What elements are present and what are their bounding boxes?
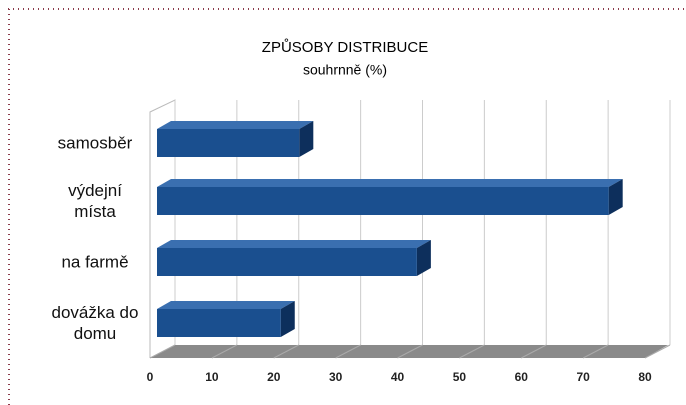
bar [157,248,417,276]
category-label: dovážka do domu [51,303,139,343]
x-tick-label: 30 [329,370,343,384]
x-tick-label: 70 [576,370,590,384]
floor-grid-line [273,344,299,359]
floor-grid-line [211,344,238,359]
floor-grid-line [397,344,423,359]
bar-side [608,179,623,215]
bar-top [157,179,623,187]
chart-title: ZPŮSOBY DISTRIBUCE [262,38,428,56]
bar-top [157,240,431,248]
x-tick-label: 20 [267,370,281,384]
floor-grid-line [335,344,361,359]
x-tick-label: 10 [205,370,219,384]
bar [157,309,281,337]
floor-grid-line [644,344,671,359]
bar-top [157,121,314,129]
chart-subtitle: souhrnně (%) [303,62,387,78]
category-label: samosběr [57,133,133,153]
bar [157,187,609,215]
x-tick-label: 0 [147,370,154,384]
floor-grid-line [582,344,609,359]
x-tick-label: 60 [515,370,529,384]
category-label: na farmě [61,252,129,272]
bar-side [280,301,295,337]
floor-grid-line [459,344,485,359]
bar-side [299,121,314,157]
bar [157,129,300,157]
bar-side [416,240,431,276]
floor-grid-line [149,344,176,359]
x-tick-label: 80 [638,370,652,384]
category-label: výdejní místa [68,181,122,221]
floor-grid-line [521,344,547,359]
x-tick-label: 40 [391,370,405,384]
x-tick-label: 50 [453,370,467,384]
bar-top [157,301,295,309]
